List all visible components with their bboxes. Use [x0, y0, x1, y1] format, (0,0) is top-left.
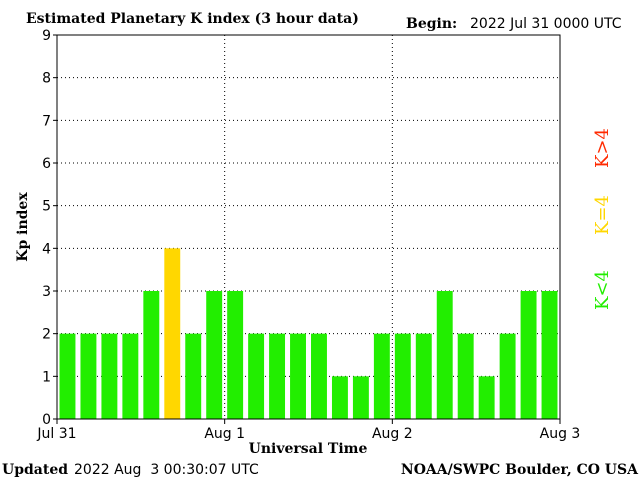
kp-bar	[143, 291, 160, 419]
x-tick-label-3: Aug 3	[540, 426, 581, 442]
kp-bar	[415, 333, 432, 419]
kp-bar	[331, 376, 348, 419]
x-tick-label-0: Jul 31	[36, 426, 76, 442]
kp-bar	[290, 333, 306, 419]
grid-lines	[57, 35, 560, 419]
legend-k-equal-4: K=4	[592, 195, 613, 235]
credit: NOAA/SWPC Boulder, CO USA	[401, 462, 639, 478]
y-axis-label: Kp index	[15, 192, 31, 262]
kp-bar	[499, 333, 516, 419]
kp-bar	[394, 333, 411, 419]
updated-value: 2022 Aug 3 00:30:07 UTC	[74, 462, 259, 478]
kp-bar	[122, 333, 139, 419]
y-tick-label-4: 4	[42, 241, 51, 257]
chart-title: Estimated Planetary K index (3 hour data…	[26, 11, 359, 27]
begin-label: Begin:	[406, 16, 457, 32]
y-tick-label-0: 0	[42, 412, 51, 428]
kp-bar	[520, 291, 537, 419]
y-tick-label-6: 6	[42, 156, 51, 172]
kp-bar	[248, 333, 265, 419]
y-tick-label-5: 5	[42, 199, 51, 215]
y-tick-label-3: 3	[42, 284, 51, 300]
updated-label: Updated	[2, 462, 68, 478]
y-tick-label-9: 9	[42, 28, 51, 44]
x-axis-label: Universal Time	[249, 441, 368, 457]
kp-bar	[311, 333, 327, 419]
kp-bar	[185, 333, 202, 419]
kp-bar	[436, 291, 453, 419]
kp-bar	[59, 333, 76, 419]
x-tick-label-2: Aug 2	[372, 426, 413, 442]
kp-bar	[101, 333, 118, 419]
kp-bar	[269, 333, 286, 419]
kp-bar	[541, 291, 558, 419]
kp-bar	[206, 291, 223, 419]
y-axis-ticks: 0 1 2 3 4 5 6 7 8 9	[42, 28, 57, 428]
y-tick-label-8: 8	[42, 71, 51, 87]
kp-bars	[59, 248, 558, 419]
kp-bar	[227, 291, 244, 419]
kp-bar	[352, 376, 369, 419]
kp-bar	[478, 376, 495, 419]
x-tick-label-1: Aug 1	[204, 426, 245, 442]
y-tick-label-2: 2	[42, 327, 51, 343]
kp-bar	[80, 333, 97, 419]
y-tick-label-1: 1	[42, 369, 51, 385]
kp-bar	[164, 248, 181, 419]
x-axis-ticks: Jul 31 Aug 1 Aug 2 Aug 3	[36, 419, 580, 442]
kp-bar	[457, 333, 474, 419]
begin-value: 2022 Jul 31 0000 UTC	[470, 16, 622, 32]
legend-k-above-4: K>4	[592, 128, 613, 168]
legend-k-below-4: K<4	[592, 270, 613, 310]
kp-bar	[373, 333, 390, 419]
plot-frame	[56, 34, 561, 420]
y-tick-label-7: 7	[42, 113, 51, 129]
